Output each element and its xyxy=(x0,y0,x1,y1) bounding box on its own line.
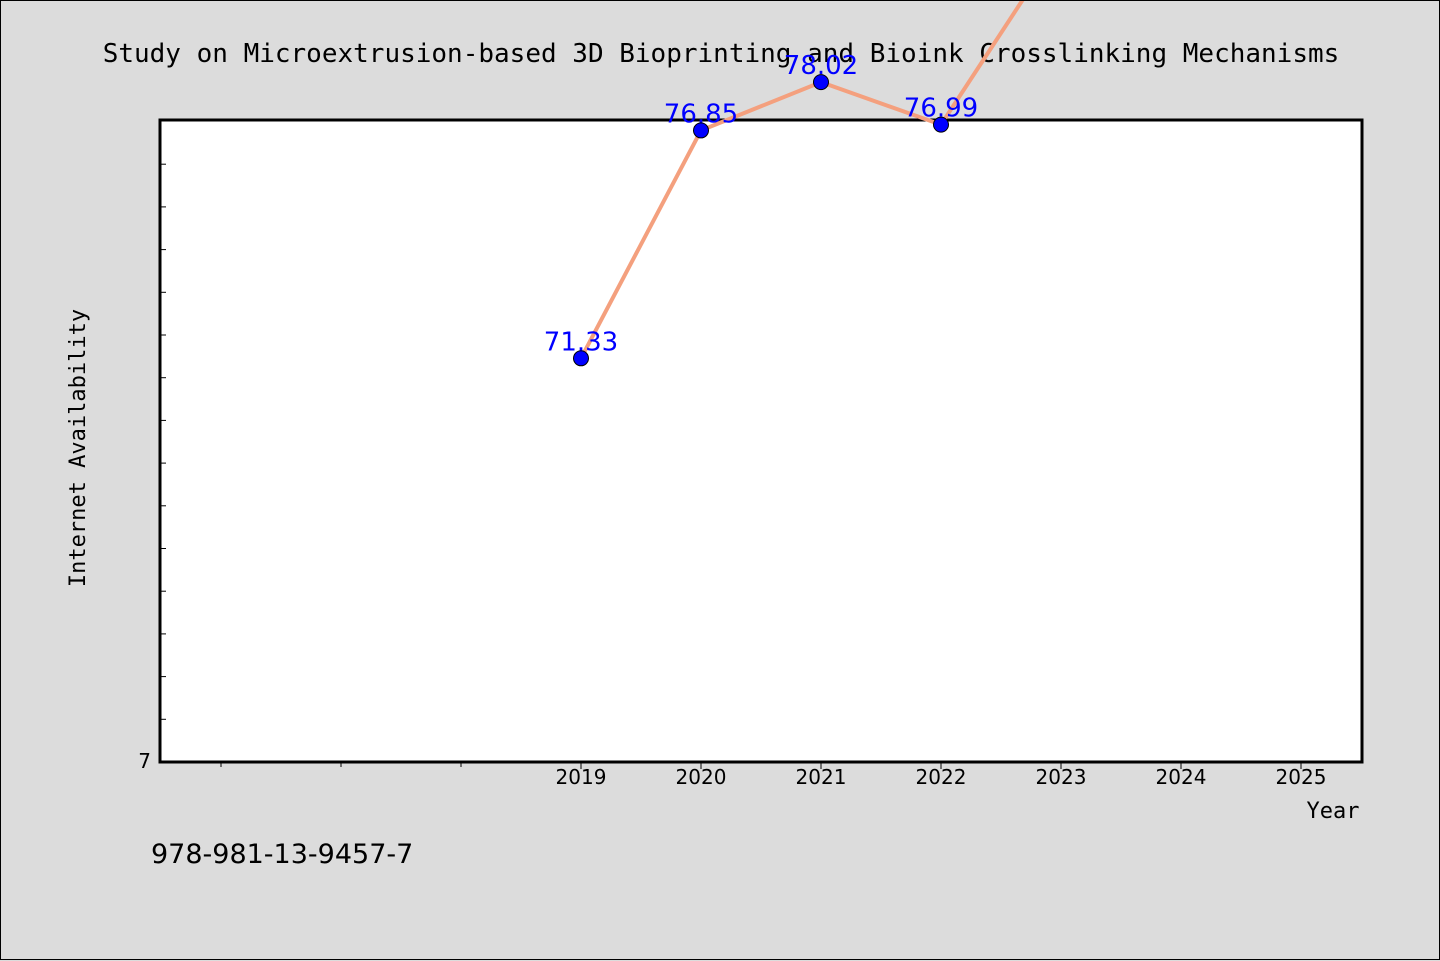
x-tick-label: 2021 xyxy=(796,765,847,789)
x-tick-label: 2024 xyxy=(1156,765,1207,789)
x-tick-label: 2025 xyxy=(1276,765,1327,789)
plot-area xyxy=(158,118,1364,764)
x-tick-label: 2023 xyxy=(1036,765,1087,789)
isbn-label: 978-981-13-9457-7 xyxy=(151,839,413,870)
x-tick-label: 2022 xyxy=(916,765,967,789)
data-label: 76.99 xyxy=(904,94,978,124)
data-point xyxy=(933,116,949,133)
data-label: 78.02 xyxy=(784,51,858,81)
x-axis-tick-labels: 2019 2020 2021 2022 2023 2024 2025 xyxy=(556,765,1327,789)
x-axis-ticks xyxy=(220,762,1302,769)
x-tick-label: 2020 xyxy=(676,765,727,789)
y-axis-label: Internet Availability xyxy=(66,309,91,587)
y-tick-label: 7 xyxy=(138,749,151,773)
data-label: 71.33 xyxy=(544,327,618,357)
data-label: 76.85 xyxy=(664,99,738,129)
data-point xyxy=(693,122,709,139)
chart-title: Study on Microextrusion-based 3D Bioprin… xyxy=(103,39,1340,69)
y-axis-ticks xyxy=(160,163,166,720)
x-axis-label: Year xyxy=(1307,799,1360,824)
data-point xyxy=(573,350,589,367)
x-tick-label: 2019 xyxy=(556,765,607,789)
data-point xyxy=(813,74,829,91)
